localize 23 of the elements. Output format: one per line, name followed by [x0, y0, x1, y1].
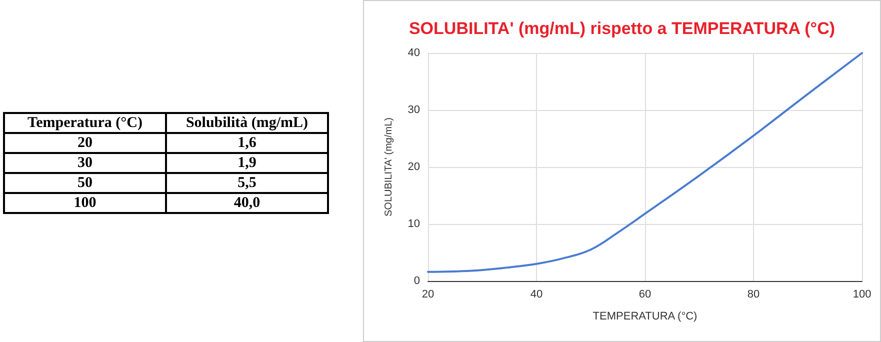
data-label: 5,5 [166, 173, 328, 193]
category-label: 100 [4, 193, 166, 213]
text: Solubilità (mg/mL) [166, 113, 328, 133]
y-tick-label: 40 [408, 47, 420, 59]
y-tick-label: 0 [414, 275, 420, 287]
x-tick-label: 20 [422, 288, 434, 300]
x-tick-label: 80 [747, 288, 760, 300]
x-tick-label: 40 [530, 288, 543, 300]
y-axis-title: SOLUBILITA' (mg/mL) [384, 118, 394, 216]
data-label: 1,9 [166, 153, 328, 173]
data-label: 1,6 [166, 133, 328, 153]
x-tick-label: 100 [852, 288, 872, 300]
chart-title: SOLUBILITA' (mg/mL) rispetto a TEMPERATURA (°C) [408, 19, 836, 38]
x-axis-title: TEMPERATURA (°C) [592, 310, 698, 322]
y-tick-label: 10 [408, 218, 420, 230]
category-label: 20 [4, 133, 166, 153]
y-tick-label: 20 [408, 161, 420, 173]
data-label: 40,0 [166, 193, 328, 213]
x-tick-label: 60 [638, 288, 652, 300]
y-tick-label: 30 [408, 104, 420, 116]
category-label: 50 [4, 173, 166, 193]
category-label: 30 [4, 153, 166, 173]
text: Temperatura (°C) [4, 113, 166, 133]
